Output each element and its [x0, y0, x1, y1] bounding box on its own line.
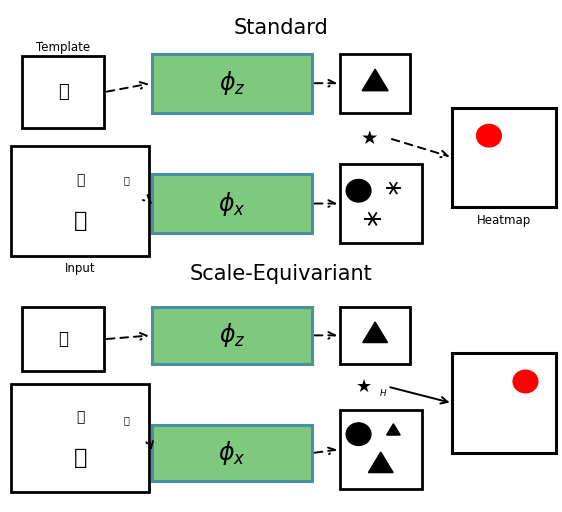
Text: Input: Input: [65, 262, 96, 275]
FancyBboxPatch shape: [452, 353, 556, 453]
Text: 🚗: 🚗: [74, 211, 87, 231]
Text: 🚗: 🚗: [124, 176, 129, 185]
Text: Heatmap: Heatmap: [477, 214, 532, 226]
FancyBboxPatch shape: [22, 56, 104, 128]
Text: 🚛: 🚛: [76, 410, 84, 424]
Polygon shape: [368, 452, 393, 473]
Text: 🚗: 🚗: [74, 448, 87, 468]
Polygon shape: [362, 322, 388, 343]
Circle shape: [477, 124, 501, 147]
FancyBboxPatch shape: [340, 307, 410, 364]
Text: 🚛: 🚛: [76, 174, 84, 187]
FancyBboxPatch shape: [11, 146, 149, 256]
Text: ★: ★: [356, 377, 372, 396]
FancyBboxPatch shape: [152, 425, 312, 481]
Text: ★: ★: [361, 129, 378, 148]
Text: $\phi_{z}$: $\phi_{z}$: [219, 322, 245, 349]
FancyBboxPatch shape: [11, 384, 149, 492]
Circle shape: [346, 179, 371, 202]
Polygon shape: [387, 424, 400, 435]
Text: 🚗: 🚗: [124, 415, 129, 425]
Text: Template: Template: [36, 41, 90, 54]
Text: $\phi_{x}$: $\phi_{x}$: [218, 189, 246, 218]
Text: $_H$: $_H$: [379, 386, 388, 399]
FancyBboxPatch shape: [340, 410, 422, 489]
Circle shape: [346, 423, 371, 445]
FancyBboxPatch shape: [340, 54, 410, 113]
Text: 🚗: 🚗: [58, 330, 68, 348]
Text: $\phi_{z}$: $\phi_{z}$: [219, 69, 245, 97]
Text: Scale-Equivariant: Scale-Equivariant: [189, 264, 373, 284]
FancyBboxPatch shape: [152, 307, 312, 364]
FancyBboxPatch shape: [152, 54, 312, 113]
FancyBboxPatch shape: [340, 164, 422, 243]
FancyBboxPatch shape: [452, 108, 556, 207]
Circle shape: [513, 370, 538, 393]
Polygon shape: [362, 69, 388, 91]
FancyBboxPatch shape: [22, 307, 104, 371]
FancyBboxPatch shape: [152, 174, 312, 233]
Text: $\phi_{x}$: $\phi_{x}$: [218, 439, 246, 467]
Text: 🚗: 🚗: [58, 83, 69, 101]
Text: Standard: Standard: [234, 18, 328, 38]
